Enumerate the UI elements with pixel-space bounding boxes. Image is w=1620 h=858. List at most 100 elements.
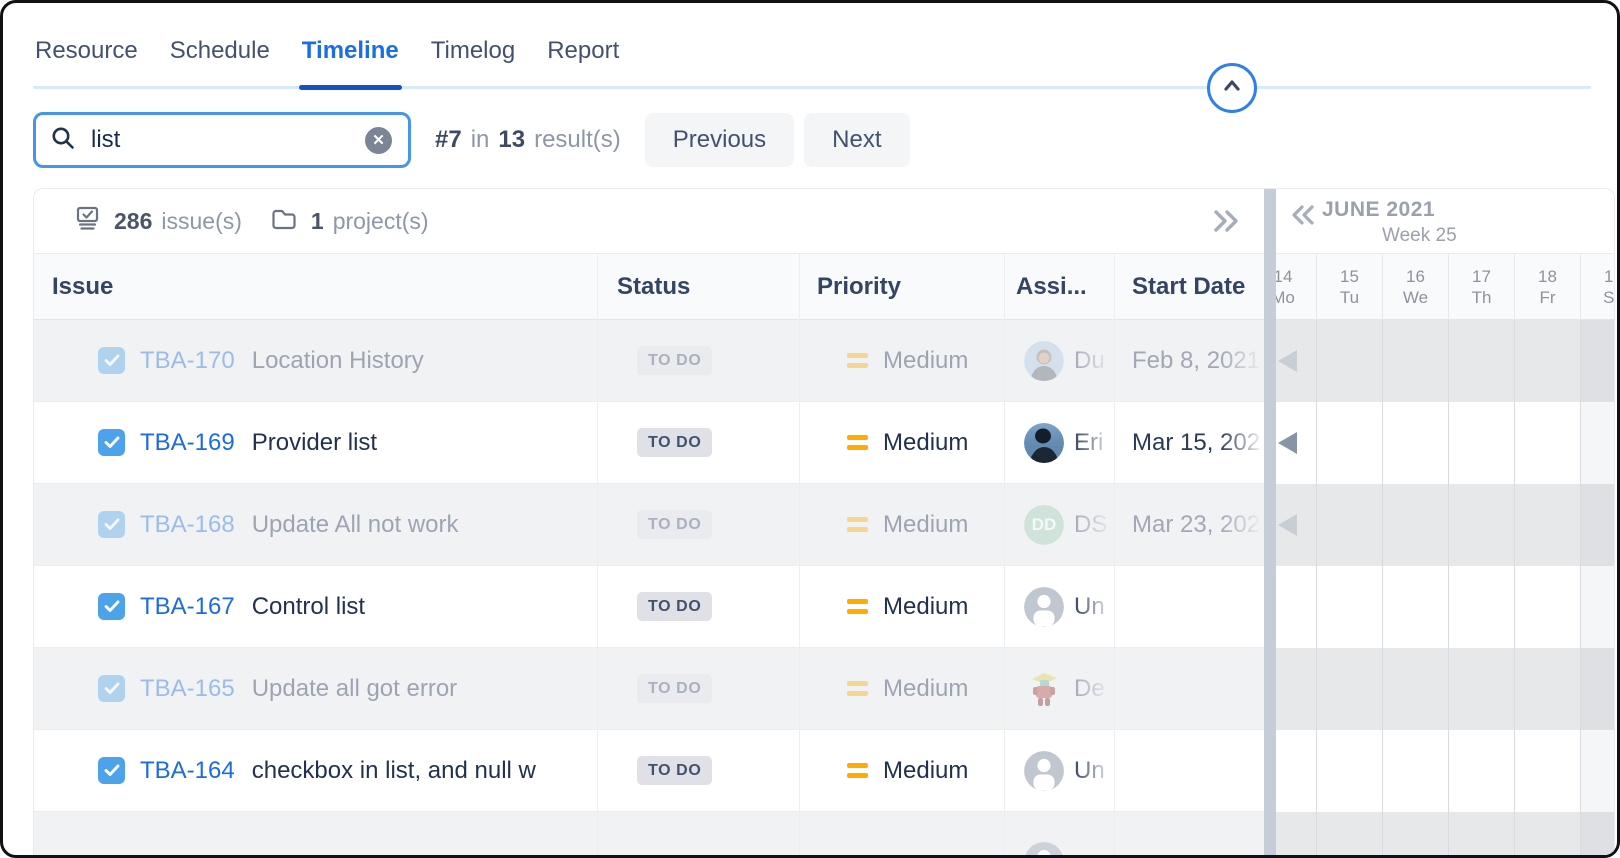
search-box[interactable]: list ✕ [33, 112, 411, 168]
tab-report[interactable]: Report [547, 37, 620, 64]
issue-checkbox[interactable] [98, 593, 125, 620]
day-header-15: 15 Tu [1316, 254, 1382, 320]
tab-schedule[interactable]: Schedule [169, 37, 270, 64]
issue-key-link[interactable]: TBA-168 [140, 510, 235, 538]
scroll-timeline-left-button[interactable] [1284, 200, 1320, 235]
assignee-name: DS [1074, 510, 1108, 538]
status-cell: TO DO [597, 320, 799, 401]
assignee-avatar [1024, 842, 1064, 855]
top-navigation: Resource Schedule Timeline Timelog Report [35, 37, 620, 90]
user-photo-avatar [1024, 340, 1064, 381]
assignee-avatar[interactable] [1024, 750, 1064, 791]
issue-key-link[interactable]: TBA-167 [140, 592, 235, 620]
status-cell: TO DO [597, 484, 799, 565]
priority-medium-icon [847, 517, 868, 532]
issue-checkbox[interactable] [98, 511, 125, 538]
cartoon-avatar [1032, 672, 1057, 706]
offscreen-bar-marker-left[interactable] [1278, 350, 1297, 372]
start-date-value: Mar 15, 2021 [1132, 428, 1264, 456]
priority-medium-icon [847, 435, 868, 450]
search-toolbar: list ✕ #7 in 13 result(s) Previous Next [33, 112, 910, 168]
column-header-issue[interactable]: Issue [52, 272, 114, 300]
priority-medium-icon [847, 353, 868, 368]
issue-title: Update All not work [251, 510, 459, 538]
assignee-cell: Eri [1004, 402, 1114, 483]
assignee-avatar[interactable] [1024, 340, 1064, 381]
assignee-cell: De [1004, 648, 1114, 729]
issue-checkbox[interactable] [98, 429, 125, 456]
start-date-cell: Mar 23, 2021 [1114, 484, 1264, 565]
day-number: 17 [1472, 267, 1491, 286]
status-badge[interactable]: TO DO [637, 346, 713, 375]
issue-key-link[interactable]: TBA-165 [140, 674, 235, 702]
tab-timelog[interactable]: Timelog [430, 37, 516, 64]
issue-cell: TBA-167 Control list [34, 566, 597, 647]
column-header-priority[interactable]: Priority [817, 272, 902, 300]
clear-search-button[interactable]: ✕ [365, 126, 392, 154]
column-border [1004, 254, 1005, 855]
offscreen-bar-marker-left[interactable] [1278, 514, 1297, 536]
projects-count-label: project(s) [332, 207, 429, 234]
priority-cell: Medium [799, 320, 1004, 401]
column-header-assignee[interactable]: Assi... [1016, 272, 1087, 300]
issue-key-link[interactable]: TBA-170 [140, 346, 235, 374]
status-badge[interactable]: TO DO [637, 510, 713, 539]
day-header-17: 17 Th [1448, 254, 1514, 320]
tab-resource[interactable]: Resource [35, 37, 138, 64]
assignee-avatar[interactable] [1024, 586, 1064, 627]
offscreen-bar-marker-left[interactable] [1278, 432, 1297, 454]
result-suffix-label: result(s) [534, 126, 621, 153]
day-name: Mo [1271, 288, 1295, 307]
priority-medium-icon [847, 599, 868, 614]
assignee-avatar[interactable] [1024, 669, 1064, 709]
priority-cell: Medium [799, 730, 1004, 811]
status-badge[interactable]: TO DO [637, 428, 713, 457]
timeline-row-stripe [1264, 566, 1614, 648]
priority-cell: Medium [799, 648, 1004, 729]
priority-medium-icon [847, 763, 868, 778]
priority-cell: Medium [799, 402, 1004, 483]
status-badge[interactable]: TO DO [637, 756, 713, 785]
priority-cell: Medium [799, 484, 1004, 565]
status-badge[interactable]: TO DO [637, 592, 713, 621]
timeline-row-stripe [1264, 484, 1614, 566]
unassigned-avatar-icon [1024, 750, 1064, 791]
next-result-button[interactable]: Next [804, 113, 910, 167]
collapse-toolbar-button[interactable] [1207, 63, 1257, 113]
assignee-avatar-initials: DD [1024, 504, 1064, 545]
timeline-row-stripes [1264, 320, 1614, 855]
priority-label: Medium [883, 346, 969, 374]
day-name: Tu [1339, 288, 1360, 307]
issues-count-label: issue(s) [161, 207, 242, 234]
search-input[interactable]: list [91, 126, 121, 153]
status-badge[interactable]: TO DO [637, 674, 713, 703]
issue-checkbox[interactable] [98, 757, 125, 784]
issue-cell: TBA-170 Location History [34, 320, 597, 401]
column-header-start-date[interactable]: Start Date [1132, 272, 1246, 300]
issue-checkbox[interactable] [98, 347, 125, 374]
expand-columns-button[interactable] [1210, 205, 1244, 242]
priority-label: Medium [883, 756, 969, 784]
issue-checkbox[interactable] [98, 675, 125, 702]
assignee-avatar[interactable] [1024, 422, 1064, 463]
day-number: 18 [1538, 267, 1557, 286]
assignee-avatar[interactable]: DD [1024, 504, 1064, 545]
nav-divider-line [33, 86, 1591, 89]
issue-cell: TBA-168 Update All not work [34, 484, 597, 565]
issue-cell: TBA-165 Update all got error [34, 648, 597, 729]
previous-result-button[interactable]: Previous [644, 113, 795, 167]
tab-timeline[interactable]: Timeline [298, 37, 402, 90]
timeline-week-label: Week 25 [1382, 225, 1457, 246]
issue-key-link[interactable]: TBA-169 [140, 428, 235, 456]
issue-title: Update all got error [251, 674, 458, 702]
issue-row-tba-168: TBA-168 Update All not work TO DO Medium DD D… [34, 484, 1614, 566]
assignee-name: Un [1074, 756, 1105, 784]
day-header-16: 16 We [1382, 254, 1448, 320]
column-border [597, 254, 598, 855]
issue-key-link[interactable]: TBA-164 [140, 756, 235, 784]
column-header-status[interactable]: Status [617, 272, 691, 300]
day-name: Fr [1539, 288, 1556, 307]
timeline-divider[interactable] [1264, 189, 1276, 855]
day-name: We [1402, 288, 1429, 307]
